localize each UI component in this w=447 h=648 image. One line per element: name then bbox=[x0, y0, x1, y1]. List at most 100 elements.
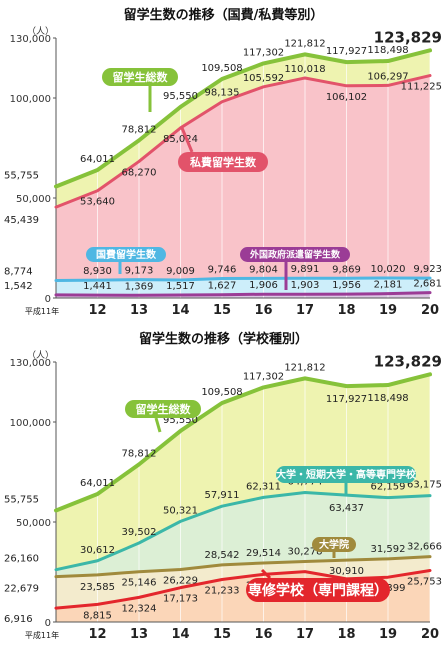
data-label: 98,135 bbox=[205, 88, 240, 99]
data-label: 106,297 bbox=[367, 71, 408, 82]
data-label: 21,233 bbox=[205, 586, 240, 597]
data-label: 110,018 bbox=[284, 64, 325, 75]
unit-label: （人） bbox=[27, 26, 54, 37]
x-tick-label: 20 bbox=[421, 627, 439, 642]
series-line-2 bbox=[54, 555, 432, 579]
data-label: 109,508 bbox=[201, 63, 242, 74]
data-label: 8,774 bbox=[4, 266, 33, 277]
data-label: 17,173 bbox=[163, 594, 198, 605]
data-label: 50,321 bbox=[163, 505, 198, 516]
data-label: 1,542 bbox=[4, 281, 33, 292]
data-label: 2,681 bbox=[413, 279, 442, 290]
data-label: 25,146 bbox=[122, 578, 157, 589]
x-tick-label: 15 bbox=[213, 303, 231, 318]
legend-callout bbox=[125, 400, 201, 418]
data-label: 10,020 bbox=[371, 264, 406, 275]
data-label: 117,302 bbox=[243, 371, 284, 382]
chart-by-school-type: 留学生数の推移（学校種別） （人） 0 50,000 100,000 130,000 平成… bbox=[0, 324, 447, 648]
data-label: 78,812 bbox=[122, 124, 157, 135]
data-label: 55,755 bbox=[4, 494, 39, 505]
data-label: 12,324 bbox=[122, 603, 157, 614]
data-label: 117,927 bbox=[326, 46, 367, 57]
data-label: 22,679 bbox=[4, 584, 39, 595]
series-line-0 bbox=[54, 48, 432, 189]
data-label: 26,229 bbox=[163, 576, 198, 587]
legend-callout bbox=[276, 466, 416, 483]
y-tick-label: 100,000 bbox=[10, 94, 51, 105]
series-area-1 bbox=[56, 75, 430, 298]
x-tick-label: 14 bbox=[171, 627, 189, 642]
data-label: 23,585 bbox=[80, 582, 115, 593]
legend-label: 外国政府派遣留学生数 bbox=[249, 249, 341, 261]
callout-pointer bbox=[154, 417, 162, 433]
chart-title: 留学生数の推移（学校種別） bbox=[138, 332, 308, 347]
x-tick-label: 16 bbox=[254, 303, 272, 318]
data-label: 30,910 bbox=[329, 566, 364, 577]
data-label: 78,812 bbox=[122, 448, 157, 459]
data-label: 9,009 bbox=[166, 266, 195, 277]
legend-label: 留学生総数 bbox=[113, 70, 169, 84]
x-tick-label: 平成11年 bbox=[25, 630, 59, 640]
data-label: 95,550 bbox=[163, 415, 198, 426]
y-tick-label: 50,000 bbox=[16, 194, 51, 205]
data-label: 63,437 bbox=[329, 503, 364, 514]
data-label: 9,804 bbox=[249, 264, 278, 275]
x-tick-label: 17 bbox=[296, 627, 314, 642]
data-label: 9,869 bbox=[332, 264, 361, 275]
data-label: 9,923 bbox=[413, 264, 442, 275]
data-label: 30,612 bbox=[80, 545, 115, 556]
data-label: 1,369 bbox=[125, 281, 154, 292]
x-tick-label: 19 bbox=[379, 303, 397, 318]
y-tick-label: 0 bbox=[45, 618, 51, 629]
chart-title: 留学生数の推移（国費/私費等別） bbox=[123, 8, 324, 23]
series-line-3 bbox=[54, 291, 432, 297]
x-tick-label: 14 bbox=[171, 303, 189, 318]
x-tick-label: 13 bbox=[130, 303, 148, 318]
data-label: 111,225 bbox=[401, 82, 442, 93]
legend-label: 国費留学生数 bbox=[96, 248, 157, 261]
data-label: 123,829 bbox=[374, 352, 442, 370]
unit-label: （人） bbox=[27, 350, 54, 361]
x-tick-label: 平成11年 bbox=[25, 306, 59, 316]
data-label: 1,903 bbox=[291, 280, 320, 291]
y-tick-label: 100,000 bbox=[10, 418, 51, 429]
data-label: 28,542 bbox=[205, 550, 240, 561]
y-tick-label: 130,000 bbox=[10, 358, 51, 369]
x-tick-label: 17 bbox=[296, 303, 314, 318]
x-tick-label: 19 bbox=[379, 627, 397, 642]
data-label: 85,024 bbox=[163, 134, 198, 145]
series-line-0 bbox=[54, 372, 432, 513]
data-label: 1,956 bbox=[332, 280, 361, 291]
data-label: 62,159 bbox=[371, 482, 406, 493]
legend-label: 大学院 bbox=[319, 538, 349, 551]
data-label: 117,927 bbox=[326, 394, 367, 405]
x-tick-label: 12 bbox=[88, 303, 106, 318]
data-label: 53,640 bbox=[80, 197, 115, 208]
series-line-1 bbox=[54, 74, 432, 209]
data-label: 109,508 bbox=[201, 387, 242, 398]
data-label: 1,441 bbox=[83, 281, 112, 292]
legend-callout bbox=[240, 247, 350, 262]
chart-by-funding: 留学生数の推移（国費/私費等別） （人） 0 50,000 100,000 130,00… bbox=[4, 8, 442, 318]
x-tick-label: 13 bbox=[130, 627, 148, 642]
callout-pointer bbox=[260, 568, 272, 580]
data-label: 62,311 bbox=[246, 481, 281, 492]
data-label: 29,514 bbox=[246, 548, 281, 559]
legend-label: 大学・短期大学・高等専門学校 bbox=[276, 468, 417, 481]
y-tick-label: 0 bbox=[45, 294, 51, 305]
data-label: 63,175 bbox=[407, 480, 442, 491]
legend-label: 専修学校（専門課程） bbox=[248, 582, 388, 599]
data-label: 121,812 bbox=[284, 362, 325, 373]
data-label: 123,829 bbox=[374, 28, 442, 46]
data-label: 121,812 bbox=[284, 38, 325, 49]
data-label: 30,278 bbox=[288, 546, 323, 557]
data-label: 25,753 bbox=[407, 576, 442, 587]
legend-callout bbox=[102, 68, 178, 86]
data-label: 1,627 bbox=[208, 281, 237, 292]
legend-label: 私費留学生数 bbox=[190, 155, 257, 169]
x-tick-label: 16 bbox=[254, 627, 272, 642]
y-tick-label: 50,000 bbox=[16, 518, 51, 529]
callout-pointer bbox=[180, 127, 194, 153]
data-label: 45,439 bbox=[4, 215, 39, 226]
data-label: 9,746 bbox=[208, 265, 237, 276]
